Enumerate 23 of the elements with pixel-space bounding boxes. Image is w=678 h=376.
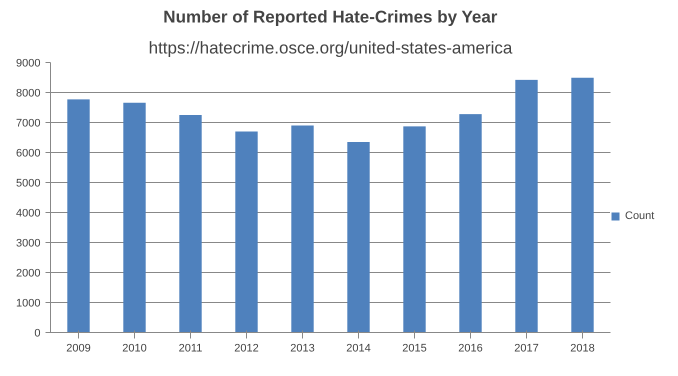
chart-title: Number of Reported Hate-Crimes by Year xyxy=(163,8,498,26)
y-tick-label: 1000 xyxy=(16,298,41,310)
x-tick-label: 2016 xyxy=(458,342,483,354)
x-tick-label: 2018 xyxy=(570,342,595,354)
y-tick-label: 7000 xyxy=(16,118,41,130)
legend-label: Count xyxy=(625,210,654,222)
y-tick-label: 0 xyxy=(34,328,41,340)
chart-subtitle: https://hatecrime.osce.org/united-states-america xyxy=(148,38,513,58)
y-tick-label: 5000 xyxy=(16,178,41,190)
x-tick-label: 2012 xyxy=(234,342,259,354)
y-tick-label: 2000 xyxy=(16,268,41,280)
y-tick-label: 4000 xyxy=(16,208,41,220)
y-tick-label: 8000 xyxy=(16,88,41,100)
x-tick-label: 2014 xyxy=(346,342,371,354)
x-tick-label: 2011 xyxy=(178,342,202,354)
y-tick-label: 6000 xyxy=(16,148,41,160)
x-tick-label: 2017 xyxy=(514,342,539,354)
y-tick-label: 9000 xyxy=(16,58,41,70)
y-tick-label: 3000 xyxy=(16,238,41,250)
x-tick-label: 2009 xyxy=(66,342,91,354)
x-tick-label: 2015 xyxy=(402,342,427,354)
x-tick-label: 2013 xyxy=(290,342,315,354)
x-tick-label: 2010 xyxy=(122,342,147,354)
